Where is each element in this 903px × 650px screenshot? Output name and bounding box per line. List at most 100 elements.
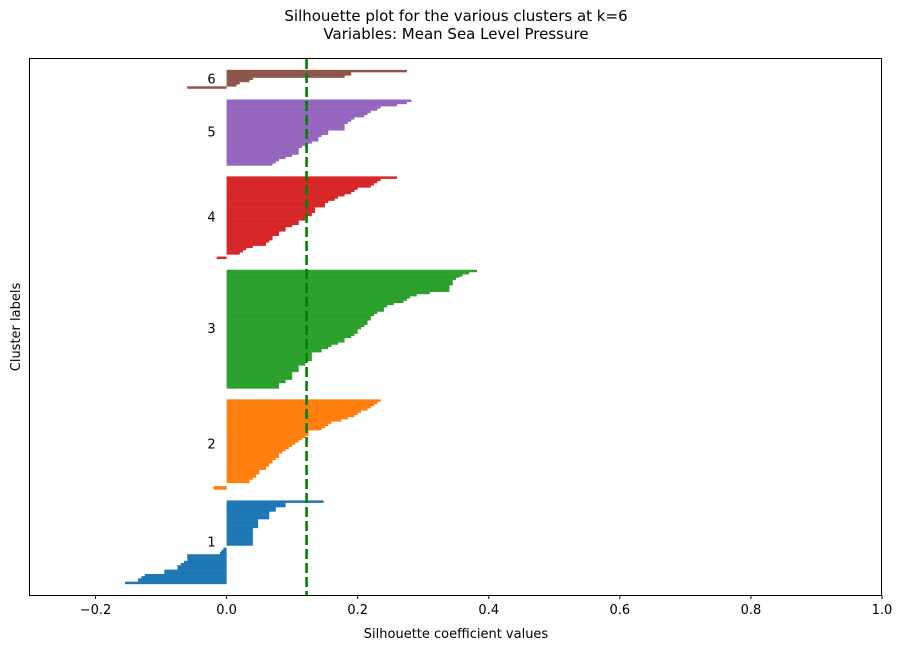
silhouette-bar-cluster-2 xyxy=(226,434,309,436)
silhouette-bar-cluster-1 xyxy=(226,526,259,529)
silhouette-bar-cluster-4 xyxy=(226,177,398,179)
silhouette-bar-cluster-3 xyxy=(226,340,345,342)
silhouette-bar-cluster-3 xyxy=(226,324,365,327)
x-tick-label: 0.6 xyxy=(610,603,631,618)
silhouette-bar-cluster-3 xyxy=(226,278,456,280)
silhouette-bar-cluster-3 xyxy=(226,369,299,372)
silhouette-bar-cluster-3 xyxy=(226,331,358,333)
silhouette-bar-cluster-3 xyxy=(226,365,299,367)
silhouette-bar-cluster-1 xyxy=(138,578,227,580)
silhouette-bar-cluster-1 xyxy=(180,564,227,566)
silhouette-bar-cluster-2 xyxy=(226,459,273,462)
silhouette-bar-cluster-4 xyxy=(226,196,339,198)
silhouette-bar-cluster-3 xyxy=(226,347,329,350)
silhouette-bar-cluster-3 xyxy=(226,323,368,325)
silhouette-bar-cluster-5 xyxy=(226,158,280,161)
silhouette-bar-cluster-2 xyxy=(226,433,309,435)
silhouette-bar-cluster-5 xyxy=(226,134,322,137)
silhouette-bar-cluster-3 xyxy=(226,325,365,328)
silhouette-bar-cluster-2 xyxy=(226,477,253,479)
silhouette-bar-cluster-3 xyxy=(226,334,355,336)
silhouette-bar-cluster-4 xyxy=(216,257,227,260)
silhouette-bar-cluster-5 xyxy=(226,145,302,148)
silhouette-bar-cluster-2 xyxy=(226,444,293,446)
silhouette-bar-cluster-4 xyxy=(226,188,358,190)
silhouette-bar-cluster-1 xyxy=(226,542,253,544)
silhouette-bar-cluster-4 xyxy=(226,214,312,217)
silhouette-bar-cluster-4 xyxy=(226,200,329,202)
silhouette-bar-cluster-1 xyxy=(226,509,276,511)
silhouette-bar-cluster-1 xyxy=(226,539,253,542)
silhouette-bar-cluster-6 xyxy=(226,85,237,87)
x-axis-label: Silhouette coefficient values xyxy=(364,627,549,642)
silhouette-bar-cluster-5 xyxy=(226,143,306,145)
silhouette-bar-cluster-2 xyxy=(226,437,302,440)
silhouette-bar-cluster-3 xyxy=(226,312,378,314)
silhouette-bar-cluster-3 xyxy=(226,297,411,299)
silhouette-bar-cluster-3 xyxy=(226,303,394,306)
silhouette-bar-cluster-2 xyxy=(226,430,309,432)
silhouette-bar-cluster-6 xyxy=(187,86,227,88)
silhouette-bar-cluster-6 xyxy=(226,72,352,74)
silhouette-bar-cluster-2 xyxy=(226,458,276,461)
silhouette-bar-cluster-1 xyxy=(141,577,227,579)
chart-title-line2: Variables: Mean Sea Level Pressure xyxy=(323,25,588,43)
x-tick-label: 0.2 xyxy=(347,603,368,618)
silhouette-bar-cluster-1 xyxy=(164,569,227,571)
silhouette-bar-cluster-3 xyxy=(226,315,371,318)
silhouette-bar-cluster-3 xyxy=(226,314,375,317)
silhouette-bar-cluster-3 xyxy=(226,277,456,279)
silhouette-bar-cluster-5 xyxy=(226,144,306,146)
x-tick-label: 0.0 xyxy=(216,603,237,618)
silhouette-bar-cluster-2 xyxy=(213,488,227,490)
silhouette-bar-cluster-1 xyxy=(226,525,259,528)
silhouette-bar-cluster-5 xyxy=(226,120,352,122)
silhouette-bar-cluster-4 xyxy=(226,184,375,186)
silhouette-bar-cluster-3 xyxy=(226,359,312,362)
silhouette-bar-cluster-4 xyxy=(226,208,316,210)
silhouette-bar-cluster-4 xyxy=(226,253,240,255)
silhouette-bar-cluster-2 xyxy=(226,448,286,451)
silhouette-bar-cluster-4 xyxy=(226,210,316,212)
silhouette-bar-cluster-2 xyxy=(226,415,355,418)
silhouette-bar-cluster-2 xyxy=(226,413,358,416)
silhouette-bar-cluster-1 xyxy=(226,531,253,533)
silhouette-bar-cluster-3 xyxy=(226,300,404,302)
silhouette-bar-cluster-3 xyxy=(226,349,322,352)
silhouette-bar-cluster-1 xyxy=(187,559,227,562)
silhouette-bar-cluster-5 xyxy=(226,125,345,128)
silhouette-bar-cluster-4 xyxy=(226,224,293,227)
silhouette-bar-cluster-2 xyxy=(226,472,260,475)
silhouette-bar-cluster-1 xyxy=(138,580,227,582)
silhouette-bar-cluster-3 xyxy=(226,348,322,351)
silhouette-bar-cluster-4 xyxy=(226,246,253,249)
cluster-label-2: 2 xyxy=(207,438,215,453)
silhouette-bar-cluster-4 xyxy=(226,213,312,216)
silhouette-bar-cluster-2 xyxy=(226,429,322,431)
silhouette-bar-cluster-3 xyxy=(226,302,394,305)
silhouette-bar-cluster-4 xyxy=(226,218,306,220)
silhouette-bar-cluster-5 xyxy=(226,117,355,119)
silhouette-bar-cluster-4 xyxy=(226,203,325,206)
silhouette-bar-cluster-2 xyxy=(226,450,283,453)
silhouette-bar-cluster-3 xyxy=(226,382,280,385)
silhouette-bar-cluster-4 xyxy=(226,233,280,235)
silhouette-bar-cluster-4 xyxy=(226,204,325,207)
silhouette-bar-cluster-1 xyxy=(226,538,253,541)
silhouette-bar-cluster-1 xyxy=(226,513,270,515)
silhouette-bar-cluster-6 xyxy=(226,74,352,76)
silhouette-bar-cluster-1 xyxy=(226,528,253,531)
silhouette-bar-cluster-3 xyxy=(226,299,407,301)
silhouette-bar-cluster-4 xyxy=(226,242,266,244)
silhouette-bar-cluster-1 xyxy=(164,572,227,575)
silhouette-bar-cluster-3 xyxy=(226,301,404,303)
silhouette-bar-cluster-5 xyxy=(226,142,312,144)
silhouette-bar-cluster-3 xyxy=(226,274,463,276)
silhouette-bar-cluster-4 xyxy=(226,201,329,204)
silhouette-bar-cluster-1 xyxy=(187,556,227,558)
silhouette-bar-cluster-3 xyxy=(226,290,450,292)
silhouette-bar-cluster-3 xyxy=(226,354,312,356)
silhouette-bar-cluster-5 xyxy=(226,162,276,164)
silhouette-bar-cluster-3 xyxy=(226,271,470,274)
silhouette-bar-cluster-3 xyxy=(226,320,368,322)
